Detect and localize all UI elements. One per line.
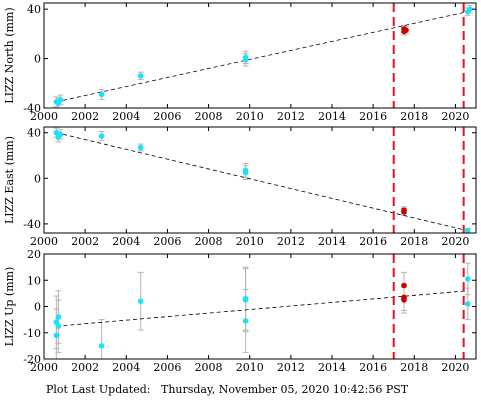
east-frame: [43, 126, 477, 234]
east-data-point: [137, 144, 144, 151]
north-plot-area: [53, 3, 473, 108]
up-x-tick-label: 2008: [195, 361, 223, 374]
north-x-tick-label: 2014: [318, 110, 346, 123]
north-x-tick-label: 2020: [441, 110, 469, 123]
north-data-point: [137, 73, 144, 79]
north-y-axis-label: LIZZ North (mm): [3, 7, 16, 103]
up-data-point: [55, 323, 62, 329]
up-data-point: [53, 332, 60, 339]
plot-updated-footer: Plot Last Updated: Thursday, November 05…: [46, 383, 408, 396]
north-data-point: [57, 97, 64, 103]
east-x-tick-label: 2018: [400, 235, 428, 248]
north-x-tick-label: 2002: [71, 110, 99, 123]
up-y-tick-label: 10: [27, 274, 41, 287]
north-x-tick-label: 2010: [236, 110, 264, 123]
up-x-tick-label: 2000: [30, 361, 58, 374]
north-x-tick-label: 2000: [30, 110, 58, 123]
up-x-tick-label: 2018: [400, 361, 428, 374]
up-x-tick-label: 2016: [359, 361, 387, 374]
east-x-tick-label: 2016: [359, 235, 387, 248]
east-data-point: [242, 169, 249, 176]
north-x-tick-label: 2018: [400, 110, 428, 123]
up-x-tick-label: 2014: [318, 361, 346, 374]
east-y-tick-label: 0: [34, 172, 41, 185]
up-plot-area: [53, 254, 471, 359]
up-data-point: [98, 343, 105, 349]
east-x-tick-label: 2002: [71, 235, 99, 248]
up-x-tick-label: 2004: [112, 361, 140, 374]
east-data-point: [464, 227, 471, 233]
east-highlight-point: [401, 209, 407, 215]
east-trend-line: [56, 132, 468, 232]
east-x-tick-label: 2012: [277, 235, 305, 248]
up-x-tick-label: 2012: [277, 361, 305, 374]
north-data-point: [98, 91, 105, 98]
up-y-tick-label: -10: [23, 327, 41, 340]
up-y-tick-label: 20: [27, 248, 41, 261]
up-x-tick-label: 2006: [153, 361, 181, 374]
east-data-point: [57, 131, 64, 138]
up-y-axis-label: LIZZ Up (mm): [3, 267, 16, 347]
up-data-point: [464, 301, 471, 307]
north-frame: [43, 2, 477, 109]
east-x-tick-label: 2010: [236, 235, 264, 248]
footer-timestamp: Thursday, November 05, 2020 10:42:56 PST: [160, 383, 409, 396]
up-highlight-point: [401, 297, 407, 303]
up-data-point: [55, 314, 62, 320]
north-x-tick-label: 2008: [195, 110, 223, 123]
up-highlight-point: [401, 282, 407, 289]
east-panel: 2000 2002 2004 2006 2008 2010 2012 2014 2016 2018…: [3, 126, 477, 248]
east-y-axis-label: LIZZ East (mm): [3, 136, 16, 224]
east-x-tick-label: 2008: [195, 235, 223, 248]
east-x-tick-label: 2000: [30, 235, 58, 248]
up-y-tick-label: 0: [34, 301, 41, 314]
north-trend-line: [56, 11, 468, 103]
east-y-tick-label: 40: [27, 127, 41, 140]
north-x-tick-label: 2012: [277, 110, 305, 123]
north-x-tick-label: 2016: [359, 110, 387, 123]
up-data-point: [242, 295, 249, 302]
up-frame: [43, 253, 477, 360]
east-y-tick-label: -40: [23, 218, 41, 231]
east-x-tick-label: 2006: [153, 235, 181, 248]
north-y-tick-label: -40: [23, 102, 41, 115]
up-y-tick-label: -20: [23, 353, 41, 366]
north-x-tick-label: 2004: [112, 110, 140, 123]
north-x-tick-label: 2006: [153, 110, 181, 123]
east-x-tick-label: 2014: [318, 235, 346, 248]
north-panel: 2000 2002 2004 2006 2008 2010 2012 2014 2016 2018…: [3, 2, 477, 123]
north-data-point: [242, 57, 249, 63]
footer-label: Plot Last Updated:: [46, 383, 151, 396]
up-x-tick-label: 2020: [441, 361, 469, 374]
up-data-point: [137, 298, 144, 305]
east-x-tick-label: 2020: [441, 235, 469, 248]
east-x-tick-label: 2004: [112, 235, 140, 248]
up-panel: 2000 2002 2004 2006 2008 2010 2012 2014 2016 2018…: [3, 248, 477, 374]
east-data-point: [98, 133, 105, 139]
north-highlight-point: [403, 27, 409, 33]
north-y-tick-label: 0: [34, 53, 41, 66]
up-x-tick-label: 2010: [236, 361, 264, 374]
up-data-point: [242, 318, 249, 324]
north-data-point: [467, 6, 473, 12]
north-y-tick-label: 40: [27, 3, 41, 16]
east-plot-area: [53, 127, 471, 233]
up-trend-line: [56, 290, 468, 327]
up-data-point: [464, 276, 471, 282]
up-x-tick-label: 2002: [71, 361, 99, 374]
